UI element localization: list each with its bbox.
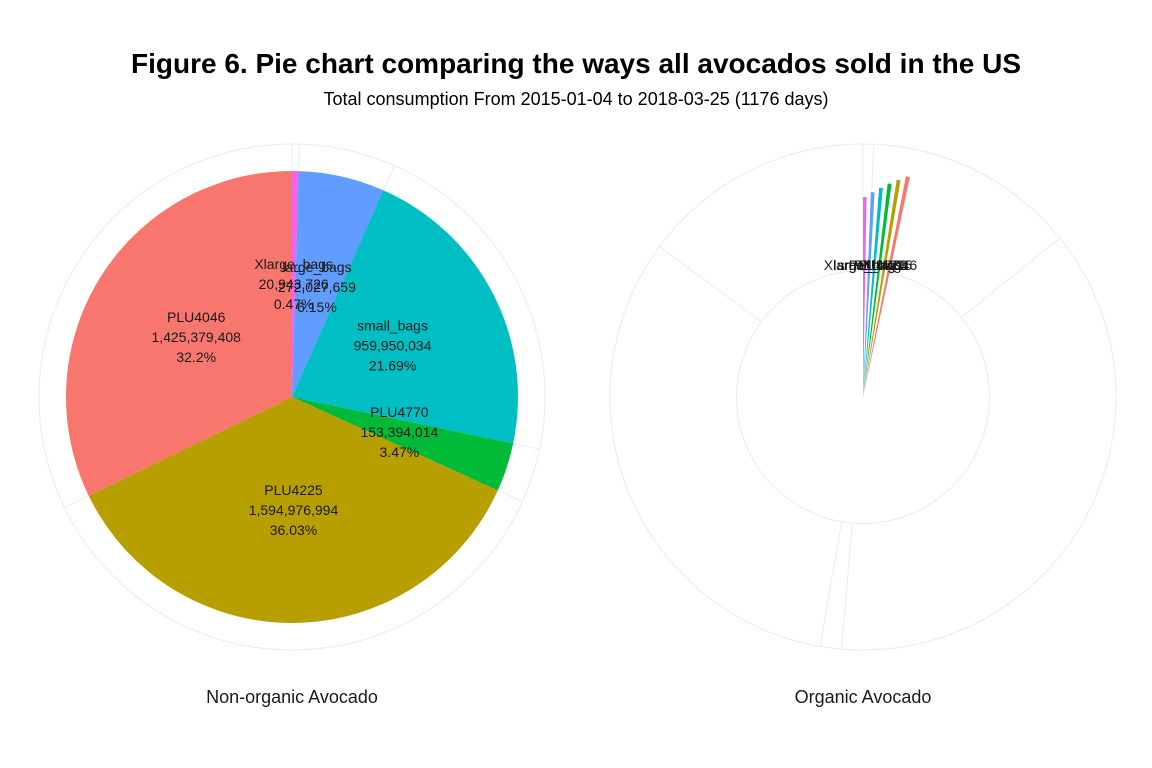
chart-title: Figure 6. Pie chart comparing the ways a… bbox=[130, 48, 1022, 79]
slice-label: Xlarge_bags bbox=[254, 256, 333, 272]
slice-label: large_bags bbox=[833, 257, 902, 273]
slice-label: large_bags bbox=[282, 259, 351, 275]
slice-label: 21.69% bbox=[369, 357, 416, 373]
pie-slice-xlarge_bags bbox=[863, 197, 867, 397]
pie-facet: Xlarge_bagslarge_bagssmall_bagsPLU4770PL… bbox=[609, 143, 1117, 707]
slice-label: 959,950,034 bbox=[354, 337, 432, 353]
slice-label: 1,594,976,994 bbox=[249, 502, 339, 518]
slice-label: PLU4770 bbox=[370, 404, 429, 420]
pie-slice-plu4046 bbox=[65, 171, 292, 496]
slice-label: Xlarge_bags bbox=[824, 257, 903, 273]
slice-label: PLU4225 bbox=[264, 482, 323, 498]
slice-label: PLU4770 bbox=[849, 257, 908, 273]
facet-label: Non-organic Avocado bbox=[206, 687, 378, 707]
pie-slice-plu4225 bbox=[88, 397, 498, 623]
chart-subtitle: Total consumption From 2015-01-04 to 201… bbox=[323, 89, 829, 109]
pie-slice-plu4770 bbox=[863, 183, 892, 397]
slice-label: 1,425,379,408 bbox=[151, 329, 241, 345]
pie-slice-plu4225 bbox=[863, 179, 901, 397]
grid-spoke bbox=[961, 237, 1061, 318]
slice-label: 3.47% bbox=[380, 444, 420, 460]
slice-label: PLU4046 bbox=[859, 257, 918, 273]
slice-label: 36.03% bbox=[270, 522, 317, 538]
pie-slice-xlarge_bags bbox=[292, 171, 299, 397]
pie-slice-small_bags bbox=[292, 190, 519, 444]
slice-label: 6.15% bbox=[297, 299, 337, 315]
slice-label: PLU4225 bbox=[854, 257, 913, 273]
slice-label: 153,394,014 bbox=[360, 424, 438, 440]
grid-spoke bbox=[659, 246, 762, 323]
pie-slice-plu4046 bbox=[863, 176, 910, 397]
pie-slice-large_bags bbox=[292, 171, 384, 397]
pie-slice-plu4770 bbox=[292, 397, 514, 491]
slice-label: 20,943,726 bbox=[259, 276, 329, 292]
slice-label: small_bags bbox=[357, 317, 428, 333]
slice-label: 32.2% bbox=[176, 349, 216, 365]
slice-label: PLU4046 bbox=[167, 309, 226, 325]
pie-slice-small_bags bbox=[863, 187, 883, 397]
facet-label: Organic Avocado bbox=[795, 687, 932, 707]
grid-spoke bbox=[841, 523, 853, 650]
slice-label: 0.47% bbox=[274, 296, 314, 312]
pie-facet: Xlarge_bags 20,943,726 0.47% large_bags 272,… bbox=[38, 143, 546, 707]
pie-slice-large_bags bbox=[863, 192, 875, 397]
slice-label: 272,027,659 bbox=[278, 279, 356, 295]
grid-spoke bbox=[819, 521, 843, 647]
slice-label: small_bags bbox=[838, 257, 909, 273]
